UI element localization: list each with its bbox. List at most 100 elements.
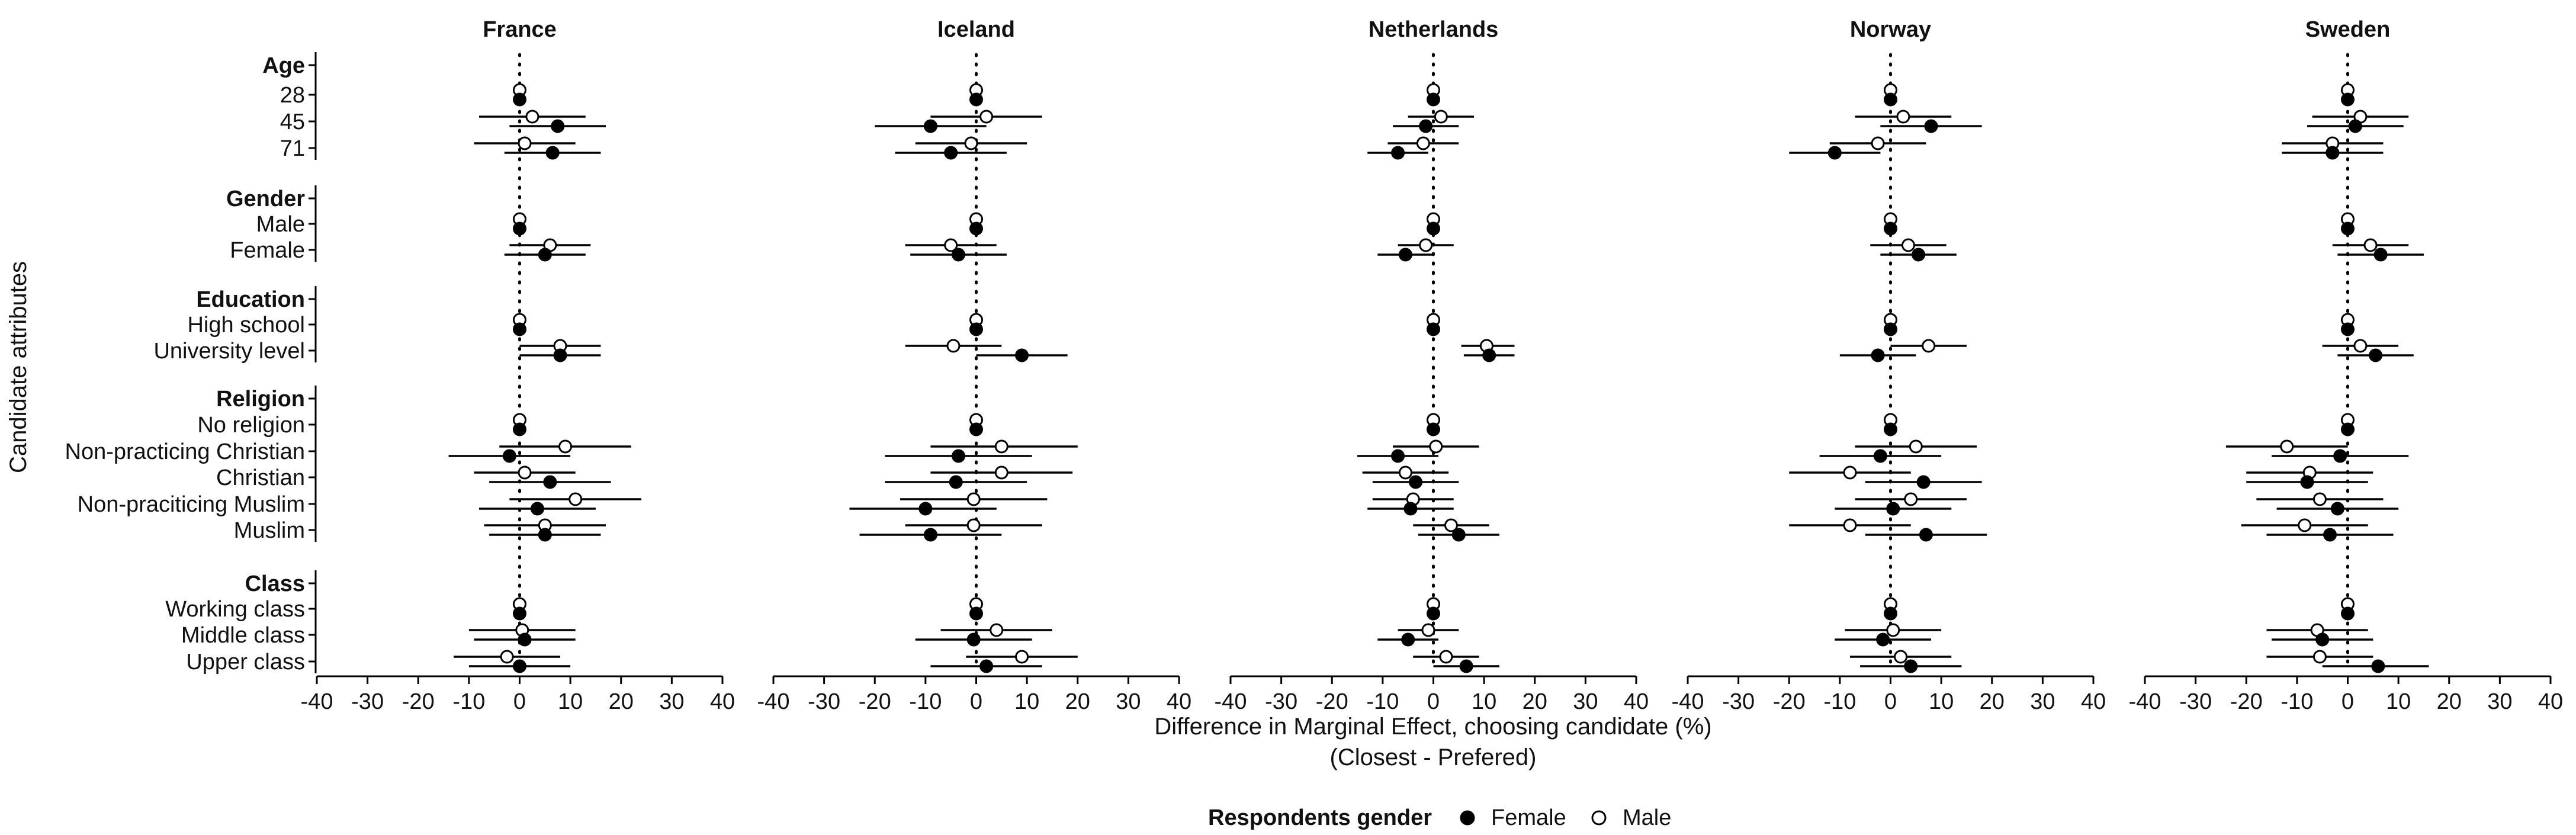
point-female (2373, 248, 2388, 262)
x-tick-label: -40 (2129, 689, 2161, 714)
x-tick-label: 30 (2487, 689, 2512, 714)
group-title-religion: Religion (216, 387, 305, 412)
point-male (525, 110, 539, 124)
point-male (1871, 136, 1885, 150)
point-male (2280, 439, 2294, 454)
point-female (1398, 248, 1412, 262)
level-label: Muslim (234, 518, 305, 543)
point-female (966, 632, 981, 647)
x-tick-label: -10 (1823, 689, 1856, 714)
point-female (1451, 528, 1466, 542)
point-female (944, 146, 958, 160)
point-female (530, 502, 544, 516)
point-male (1419, 238, 1433, 252)
level-label: High school (187, 313, 305, 338)
point-female (969, 606, 983, 621)
point-male (966, 492, 981, 506)
legend-male-marker (1591, 810, 1607, 826)
group-title-education: Education (196, 287, 305, 312)
level-label: Middle class (181, 623, 305, 648)
point-female (1886, 502, 1900, 516)
point-male (1896, 110, 1910, 124)
x-tick-label: 20 (2437, 689, 2462, 714)
level-label: University level (153, 339, 305, 364)
point-female (1884, 221, 1897, 236)
x-tick-label: 10 (1472, 689, 1496, 714)
point-female (1873, 449, 1887, 463)
x-tick-label: 0 (2341, 689, 2354, 714)
legend-female-marker (1460, 810, 1475, 826)
point-female (969, 221, 983, 236)
point-male (1015, 650, 1029, 664)
point-male (979, 110, 994, 124)
x-tick-label: 20 (609, 689, 634, 714)
point-male (1894, 650, 1908, 664)
x-tick-label: -10 (452, 689, 485, 714)
x-tick-label: -20 (859, 689, 891, 714)
x-tick-label: 40 (710, 689, 735, 714)
x-tick-label: 0 (1427, 689, 1440, 714)
point-male (2312, 492, 2327, 506)
x-tick-label: -40 (1672, 689, 1704, 714)
point-female (553, 348, 567, 362)
x-tick-label: -10 (2281, 689, 2313, 714)
point-female (513, 606, 526, 621)
point-female (969, 92, 983, 107)
x-tick-label: 30 (1116, 689, 1141, 714)
point-male (1904, 492, 1918, 506)
legend-female-label: Female (1491, 805, 1566, 830)
panel-netherlands: Netherlands -40 -30 -20 -10 0 10 20 30 40 (1215, 17, 1649, 714)
level-label: 71 (280, 136, 305, 161)
point-female (545, 146, 560, 160)
point-male (518, 465, 532, 480)
level-label: 45 (280, 110, 305, 134)
point-female (2348, 119, 2362, 133)
x-tick-label: -30 (808, 689, 840, 714)
point-female (1482, 348, 1496, 362)
x-tick-label: 10 (1929, 689, 1954, 714)
point-female (1884, 606, 1897, 621)
panel-title: Netherlands (1369, 17, 1499, 42)
x-tick-label: -30 (351, 689, 384, 714)
level-label: Non-practicing Christian (65, 439, 306, 464)
x-tick-label: -40 (757, 689, 790, 714)
point-female (1391, 449, 1405, 463)
point-female (1884, 322, 1897, 336)
point-male (946, 339, 961, 353)
x-tick-label: 0 (1884, 689, 1897, 714)
point-female (2341, 606, 2355, 621)
x-tick-label: 30 (659, 689, 684, 714)
point-male (1416, 136, 1430, 150)
point-female (513, 322, 526, 336)
point-male (1439, 650, 1453, 664)
x-tick-label: -20 (402, 689, 435, 714)
level-label: Female (230, 238, 305, 263)
group-title-age: Age (262, 53, 305, 78)
point-male (1843, 465, 1857, 480)
point-male (1909, 439, 1923, 454)
panel-title: Iceland (937, 17, 1015, 42)
point-male (1429, 439, 1443, 454)
panel-iceland: Iceland -40 -30 -20 -10 0 10 20 30 40 (757, 17, 1192, 714)
group-title-gender: Gender (226, 187, 305, 211)
level-label: Male (256, 212, 305, 237)
point-female (1912, 248, 1926, 262)
point-female (1427, 322, 1440, 336)
x-tick-label: 30 (1573, 689, 1598, 714)
x-tick-label: -40 (301, 689, 333, 714)
x-tick-label: 40 (1167, 689, 1191, 714)
group-title-class: Class (245, 571, 305, 596)
point-female (952, 248, 966, 262)
legend-title: Respondents gender (1208, 805, 1432, 830)
point-female (952, 449, 966, 463)
point-female (2315, 632, 2330, 647)
point-female (1916, 475, 1931, 489)
point-female (2323, 528, 2337, 542)
point-female (1409, 475, 1423, 489)
point-female (1015, 348, 1029, 362)
point-female (2326, 146, 2340, 160)
x-tick-label: -20 (1316, 689, 1348, 714)
x-tick-label: 20 (1980, 689, 2005, 714)
